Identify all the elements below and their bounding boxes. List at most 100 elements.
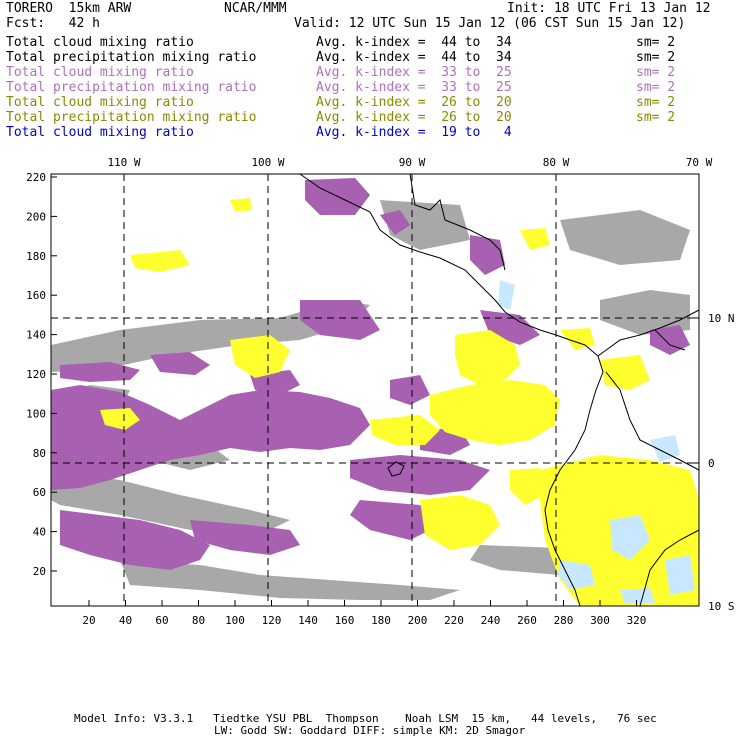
cloud-yellow-area	[100, 408, 140, 430]
coastline	[654, 329, 686, 351]
y-tick-label: 100	[26, 407, 46, 420]
cloud-yellow-area	[430, 380, 560, 445]
cloud-purple-area	[60, 510, 210, 570]
x-tick-label: 180	[371, 614, 391, 627]
y-tick-label: 120	[26, 368, 46, 381]
cloud-gray-area	[51, 470, 290, 535]
valid-time: Valid: 12 UTC Sun 15 Jan 12 (06 CST Sun …	[294, 16, 686, 31]
legend-field: Total precipitation mixing ratio	[6, 110, 257, 125]
longitude-label: 90 W	[399, 156, 426, 169]
legend-kindex: Avg. k-index = 33 to 25	[316, 65, 512, 80]
x-tick-label: 140	[298, 614, 318, 627]
cloud-lightblue-area	[650, 435, 680, 462]
cloud-lightblue-area	[665, 555, 695, 595]
legend-kindex: Avg. k-index = 33 to 25	[316, 80, 512, 95]
cloud-purple-area	[60, 362, 140, 382]
x-tick-label: 240	[481, 614, 501, 627]
cloud-purple-area	[300, 300, 380, 340]
cloud-yellow-area	[560, 328, 595, 350]
x-tick-label: 200	[408, 614, 428, 627]
cloud-purple-area	[190, 520, 300, 555]
latitude-label: 10 N	[708, 312, 735, 325]
model-title: TORERO 15km ARW	[6, 1, 132, 16]
cloud-purple-area	[350, 455, 490, 495]
cloud-yellow-area	[510, 468, 545, 505]
cloud-gray-area	[600, 290, 690, 335]
y-tick-label: 180	[26, 250, 46, 263]
cloud-yellow-area	[230, 335, 290, 378]
cloud-yellow-area	[230, 198, 252, 212]
longitude-label: 70 W	[686, 156, 713, 169]
longitude-label: 100 W	[251, 156, 284, 169]
coastline	[639, 529, 699, 606]
legend-field: Total cloud mixing ratio	[6, 125, 194, 140]
cloud-purple-area	[250, 370, 300, 395]
legend-kindex: Avg. k-index = 19 to 4	[316, 125, 512, 140]
cloud-gray-area	[51, 300, 370, 372]
legend-kindex: Avg. k-index = 26 to 20	[316, 110, 512, 125]
physics-info: LW: Godd SW: Goddard DIFF: simple KM: 2D…	[214, 724, 526, 737]
legend-sm: sm= 2	[636, 35, 676, 50]
y-tick-label: 220	[26, 171, 46, 184]
y-tick-label: 80	[33, 447, 46, 460]
longitude-label: 110 W	[107, 156, 140, 169]
legend-kindex: Avg. k-index = 44 to 34	[316, 35, 512, 50]
org-label: NCAR/MMM	[224, 1, 287, 16]
latitude-label: 0	[708, 457, 715, 470]
cloud-yellow-area	[520, 228, 550, 250]
legend-kindex: Avg. k-index = 26 to 20	[316, 95, 512, 110]
legend-sm: sm= 2	[636, 50, 676, 65]
legend-field: Total cloud mixing ratio	[6, 35, 194, 50]
cloud-purple-area	[390, 375, 430, 405]
x-tick-label: 220	[444, 614, 464, 627]
x-tick-label: 40	[119, 614, 132, 627]
cloud-gray-area	[560, 210, 690, 265]
x-tick-label: 20	[82, 614, 95, 627]
x-tick-label: 320	[627, 614, 647, 627]
legend-sm: sm= 2	[636, 65, 676, 80]
cloud-lightblue-area	[620, 588, 655, 604]
y-tick-label: 60	[33, 486, 46, 499]
legend-field: Total precipitation mixing ratio	[6, 80, 257, 95]
y-tick-label: 20	[33, 565, 46, 578]
coastline	[387, 461, 405, 477]
x-tick-label: 300	[590, 614, 610, 627]
cloud-lightblue-area	[558, 560, 595, 590]
x-tick-label: 160	[335, 614, 355, 627]
legend-field: Total cloud mixing ratio	[6, 65, 194, 80]
cloud-yellow-area	[420, 495, 500, 550]
x-tick-label: 60	[155, 614, 168, 627]
legend-sm: sm= 2	[636, 110, 676, 125]
cloud-yellow-area	[455, 330, 520, 385]
legend-sm: sm= 2	[636, 80, 676, 95]
x-tick-label: 100	[225, 614, 245, 627]
cloud-purple-area	[150, 352, 210, 375]
cloud-purple-area	[470, 235, 505, 275]
forecast-hour: Fcst: 42 h	[6, 16, 100, 31]
x-tick-label: 280	[554, 614, 574, 627]
init-time: Init: 18 UTC Fri 13 Jan 12	[507, 1, 711, 16]
cloud-purple-area	[51, 385, 370, 490]
cloud-gray-area	[380, 200, 470, 250]
coastline	[409, 174, 506, 271]
cloud-yellow-area	[370, 415, 440, 445]
cloud-lightblue-area	[498, 280, 515, 310]
cloud-gray-area	[120, 560, 460, 600]
y-tick-label: 40	[33, 526, 46, 539]
map-frame	[50, 173, 700, 607]
cloud-yellow-area	[130, 250, 190, 272]
coastline	[299, 174, 604, 606]
coastline	[605, 371, 699, 471]
legend-kindex: Avg. k-index = 44 to 34	[316, 50, 512, 65]
model-info: Model Info: V3.3.1 Tiedtke YSU PBL Thomp…	[74, 712, 657, 725]
cloud-purple-area	[350, 500, 440, 540]
latitude-label: 10 S	[708, 600, 735, 613]
x-tick-label: 260	[517, 614, 537, 627]
y-tick-label: 160	[26, 289, 46, 302]
y-tick-label: 200	[26, 210, 46, 223]
x-tick-label: 80	[192, 614, 205, 627]
cloud-purple-area	[380, 210, 410, 235]
legend-field: Total precipitation mixing ratio	[6, 50, 257, 65]
cloud-lightblue-area	[610, 515, 650, 560]
